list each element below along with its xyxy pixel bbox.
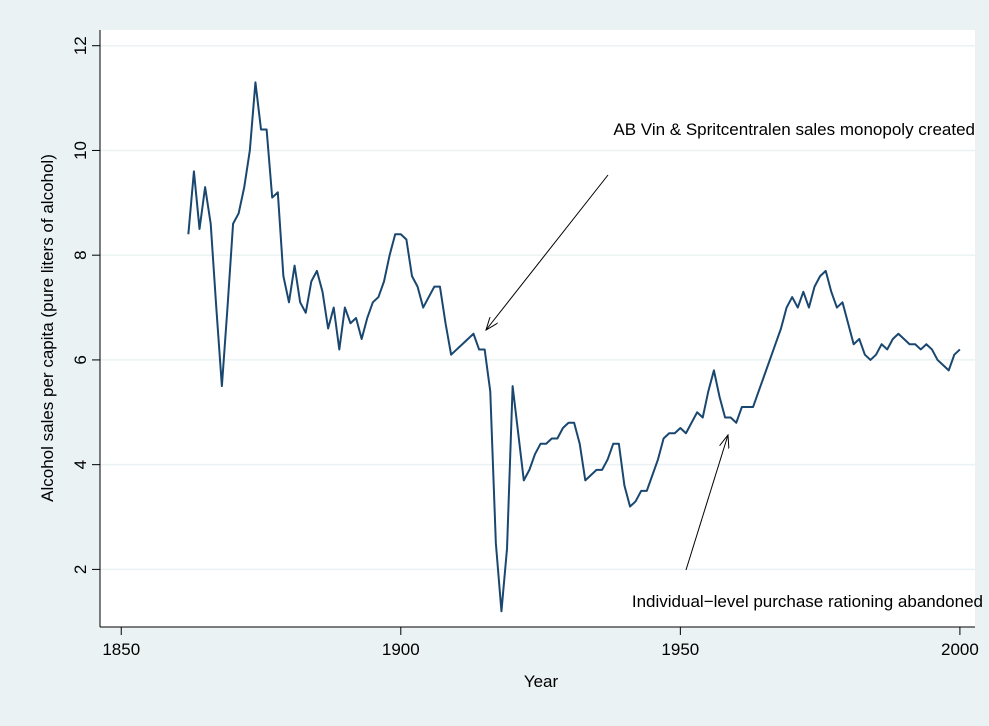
plot-area xyxy=(100,30,975,627)
annotation-arrow xyxy=(486,174,609,330)
x-axis-title: Year xyxy=(524,672,559,691)
annotation: AB Vin & Spritcentralen sales monopoly c… xyxy=(613,120,975,139)
x-tick-label: 1850 xyxy=(102,640,140,659)
y-tick-label: 6 xyxy=(71,355,90,364)
annotation: Individual−level purchase rationing aban… xyxy=(632,592,983,611)
y-tick-label: 4 xyxy=(71,460,90,469)
y-axis-title: Alcohol sales per capita (pure liters of… xyxy=(38,154,57,502)
annotation-arrow xyxy=(685,435,728,571)
y-tick-label: 2 xyxy=(71,565,90,574)
x-tick-label: 1950 xyxy=(661,640,699,659)
data-line xyxy=(187,81,961,613)
y-tick-label: 12 xyxy=(71,36,90,55)
y-tick-label: 10 xyxy=(71,141,90,160)
y-tick-label: 8 xyxy=(71,250,90,259)
x-tick-label: 1900 xyxy=(382,640,420,659)
x-tick-label: 2000 xyxy=(941,640,979,659)
